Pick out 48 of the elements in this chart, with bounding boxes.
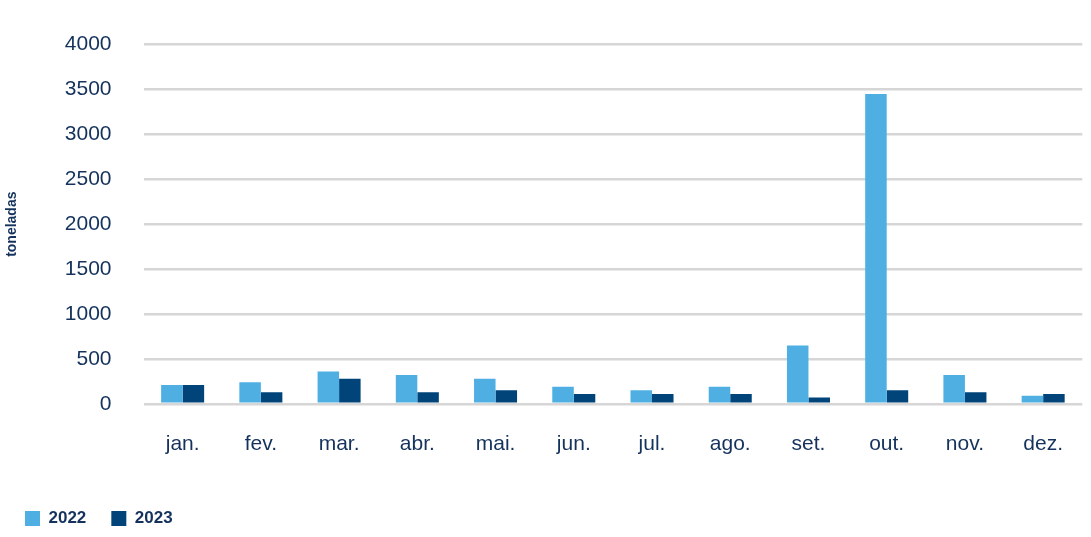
bar [943,375,965,403]
y-tick-label: 2000 [64,211,112,234]
bar [417,392,439,403]
bar [730,393,752,403]
bar [886,390,909,403]
x-tick-label: mar. [318,431,360,455]
x-tick-label: jun. [555,431,591,455]
y-tick-label: 3000 [64,121,112,145]
bar [964,392,987,403]
y-tick-label: 3500 [64,76,112,100]
y-tick-label: 4000 [64,31,112,55]
bar [339,378,361,403]
bar [495,390,518,403]
bar [474,378,496,403]
y-tick-label: 0 [99,390,112,414]
y-axis-title: toneladas [3,191,20,257]
x-tick-label: set. [791,431,826,455]
bar [1043,393,1065,403]
bar [573,393,596,403]
bar [317,371,340,403]
bar [786,345,809,403]
bar [865,93,887,403]
x-tick-label: out. [869,431,905,455]
legend-label: 2023 [134,508,173,528]
y-tick-label: 2500 [64,166,112,190]
y-tick-label: 500 [76,345,112,369]
y-tick-label: 1500 [64,255,112,279]
x-tick-label: jan. [164,431,200,455]
x-tick-label: mai. [475,431,516,455]
bar [260,392,283,403]
x-tick-label: dez. [1023,431,1064,455]
bar [630,390,653,403]
x-tick-label: jul. [637,431,666,455]
bar [161,384,183,403]
bar [652,393,674,403]
bar [708,386,731,403]
x-tick-label: fev. [244,431,278,455]
bar [395,375,418,403]
bar [808,397,830,403]
x-tick-label: abr. [399,431,435,455]
legend-label: 2022 [48,508,87,528]
bar [182,384,205,403]
y-tick-label: 1000 [64,300,112,324]
bar [552,386,574,403]
x-tick-label: ago. [709,431,751,455]
x-tick-label: nov. [945,431,984,455]
bar [239,382,261,403]
bar [1021,395,1044,403]
